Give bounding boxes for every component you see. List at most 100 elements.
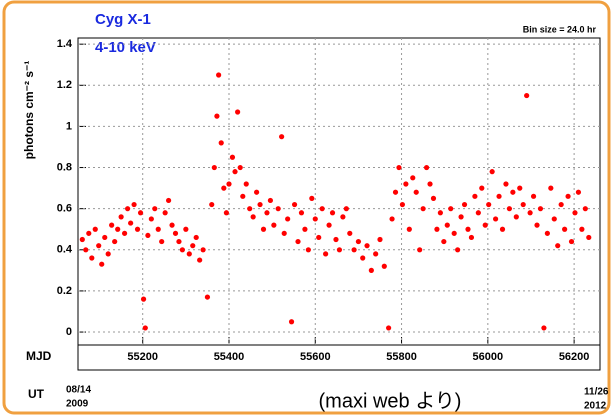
point (548, 185, 554, 191)
point (499, 226, 506, 232)
point (377, 236, 383, 243)
point (298, 210, 305, 216)
point (482, 222, 488, 228)
point (89, 255, 95, 261)
point (214, 113, 220, 119)
point (520, 201, 526, 208)
point (544, 230, 550, 236)
point (247, 206, 253, 212)
ut-start: 08/14 (66, 385, 91, 396)
point (172, 230, 179, 236)
point (486, 201, 492, 208)
point (423, 164, 430, 171)
point (575, 189, 582, 195)
point (368, 267, 374, 273)
point (386, 325, 392, 331)
point (112, 238, 118, 245)
point (295, 238, 301, 245)
point (125, 206, 131, 212)
point (312, 216, 318, 222)
point (134, 226, 141, 232)
point (148, 216, 154, 222)
point (465, 226, 471, 232)
point (83, 247, 89, 253)
point (572, 210, 578, 216)
point (441, 238, 447, 245)
point (355, 238, 362, 245)
point (137, 210, 144, 216)
point (510, 189, 516, 195)
point (555, 243, 561, 249)
y-tick-label: 0.6 (57, 203, 72, 215)
point (218, 140, 224, 146)
y-tick-label: 0.4 (57, 244, 73, 256)
point (406, 226, 412, 232)
point (399, 201, 406, 208)
point (142, 325, 148, 331)
point (413, 189, 419, 195)
point (392, 189, 399, 195)
point (288, 319, 295, 325)
point (267, 197, 274, 204)
point (102, 234, 108, 241)
point (316, 234, 322, 241)
point (430, 195, 437, 201)
x-tick-label: 55200 (127, 351, 158, 363)
point (493, 216, 499, 222)
point (323, 251, 329, 257)
point (226, 181, 232, 187)
point (169, 222, 175, 228)
point (455, 247, 461, 253)
point (364, 243, 370, 249)
ut-label: UT (28, 387, 45, 401)
chart-subtitle: 4-10 keV (95, 39, 156, 56)
point (131, 201, 137, 208)
point (165, 197, 172, 204)
ut-end: 2012 (584, 401, 607, 412)
point (229, 154, 236, 160)
point (250, 214, 256, 220)
point (305, 247, 311, 253)
point (530, 193, 537, 199)
point (403, 181, 409, 187)
point (200, 247, 206, 253)
mjd-strip (77, 344, 601, 371)
point (271, 222, 277, 228)
point (216, 72, 222, 78)
x-tick-label: 55400 (214, 351, 245, 363)
point (197, 257, 203, 263)
point (209, 201, 215, 208)
x-tick-label: 55800 (386, 351, 417, 363)
point (333, 236, 339, 243)
point (479, 185, 485, 191)
y-tick-label: 1 (66, 120, 72, 132)
point (99, 261, 105, 267)
point (309, 195, 315, 201)
point (360, 255, 366, 261)
point (472, 193, 478, 199)
ut-start: 2009 (66, 399, 89, 410)
point (582, 206, 588, 212)
point (396, 164, 402, 171)
point (190, 243, 196, 249)
point (243, 181, 249, 187)
point (232, 169, 238, 175)
point (240, 193, 246, 199)
point (524, 92, 530, 99)
point (448, 206, 454, 212)
point (291, 201, 298, 208)
y-tick-label: 0.2 (57, 285, 72, 297)
bin-label: Bin size = 24.0 hr (523, 24, 597, 34)
point (279, 134, 285, 140)
point (221, 185, 227, 191)
point (179, 247, 185, 253)
point (389, 216, 395, 222)
point (92, 226, 98, 232)
source-note: (maxi web より) (319, 390, 462, 412)
point (275, 206, 281, 212)
point (211, 164, 217, 171)
point (506, 206, 513, 212)
point (193, 234, 199, 241)
